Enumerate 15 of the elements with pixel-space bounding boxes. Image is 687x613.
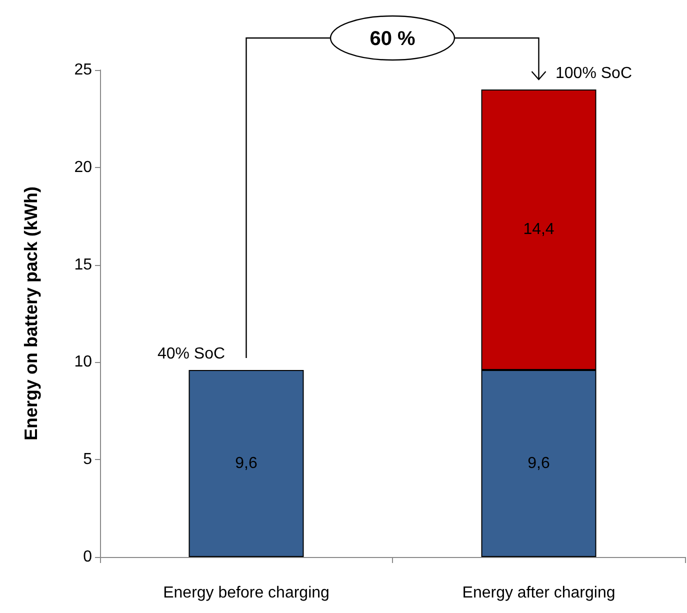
y-tick-label: 15	[74, 256, 92, 274]
text: 60 %	[370, 28, 416, 50]
y-tick-label: 10	[74, 354, 92, 371]
data-label: 9,6	[235, 454, 258, 472]
annotation: 40% SoC	[157, 345, 226, 362]
x-tick-label: Energy before charging	[163, 584, 330, 602]
annotation: 100% SoC	[556, 64, 632, 82]
y-tick-label: 0	[83, 548, 92, 566]
data-label: 9,6	[528, 454, 550, 472]
y-tick-label: 25	[74, 62, 92, 78]
y-axis-title: Energy on battery pack (kWh)	[21, 186, 41, 441]
y-tick-label: 20	[74, 158, 92, 176]
y-tick-label: 5	[83, 451, 92, 468]
data-label: 14,4	[523, 221, 554, 238]
x-tick-label: Energy after charging	[462, 584, 616, 602]
